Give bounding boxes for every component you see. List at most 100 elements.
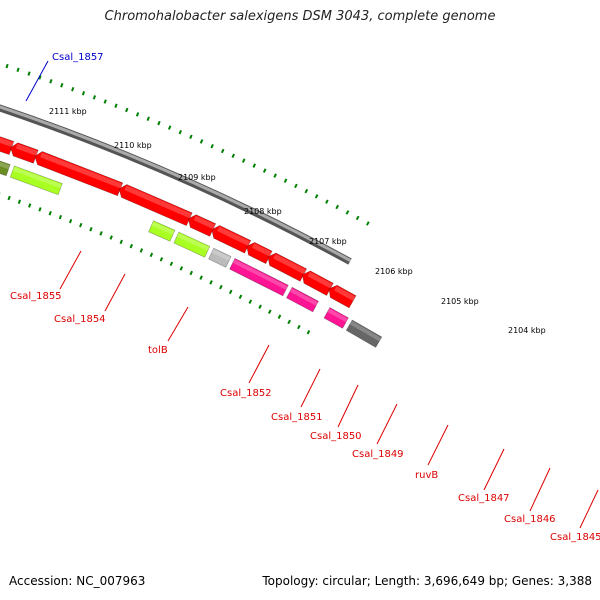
inner-tick-mark [268, 309, 272, 314]
outer-tick-mark [345, 210, 350, 215]
outer-tick-mark [38, 75, 42, 80]
gene-leader-line [59, 250, 82, 290]
feature-layer [0, 136, 383, 348]
gene-label: Csal_1846 [504, 514, 556, 525]
inner-tick-mark [277, 314, 282, 319]
outer-tick-mark [5, 63, 9, 69]
outer-tick-mark [231, 153, 236, 159]
inner-tick-mark [209, 280, 213, 285]
inner-tick-mark [287, 319, 291, 325]
outer-tick-mark [157, 120, 161, 126]
gene-feature-csal-1850 [173, 231, 211, 258]
outer-tick-mark [325, 199, 329, 204]
inner-tick-mark [48, 210, 52, 216]
gene-leader-line [376, 403, 398, 445]
gene-leader-line [104, 273, 126, 312]
outer-tick-mark [167, 125, 172, 130]
gene-feature-red [118, 184, 193, 226]
outer-tick-mark [60, 82, 64, 88]
tick-label: 2110 kbp [114, 141, 152, 150]
inner-tick-mark [79, 222, 83, 228]
inner-tick-mark [169, 261, 174, 267]
outer-tick-mark [81, 91, 86, 96]
gene-feature-tolb [9, 165, 63, 196]
gene-label: Csal_1845 [550, 532, 600, 543]
inner-tick-mark [228, 289, 233, 295]
inner-tick-mark [238, 294, 243, 300]
inner-tick-mark [109, 235, 113, 240]
tick-label: 2105 kbp [441, 297, 479, 306]
gene-label: Csal_1847 [458, 493, 510, 504]
outer-tick-mark [283, 178, 288, 183]
outer-tick-mark [125, 107, 129, 113]
backbone-layer [0, 104, 352, 265]
outer-tick-mark [241, 158, 246, 163]
gene-feature-ruvb [229, 257, 289, 297]
outer-tick-mark [27, 71, 31, 76]
outer-tick-mark [273, 173, 277, 178]
gene-leader-line [25, 60, 49, 102]
gene-label: Csal_1851 [271, 412, 323, 423]
inner-tick-mark [306, 330, 311, 335]
gene-leader-line [167, 306, 189, 342]
outer-tick-mark [16, 67, 20, 73]
leader-layer [25, 60, 599, 529]
gene-leader-line [427, 424, 449, 466]
gene-feature-red [211, 225, 252, 254]
gene-feature-csal-1845 [345, 319, 383, 348]
gene-leader-line [248, 344, 270, 384]
outer-tick-mark [114, 103, 118, 108]
inner-tick-mark [199, 275, 203, 280]
inner-tick-mark [99, 231, 103, 236]
outer-tick-mark [294, 183, 298, 189]
outer-tick-mark [92, 95, 97, 100]
outer-tick-mark [210, 143, 214, 149]
inner-tick-mark [179, 266, 184, 271]
gene-leader-line [529, 467, 551, 512]
inner-tick-mark [119, 239, 123, 245]
inner-tick-mark [258, 304, 262, 309]
tick-label: 2106 kbp [375, 267, 413, 276]
gene-leader-line [483, 448, 505, 491]
inner-tick-mark [248, 299, 253, 304]
inner-tick-mark [68, 218, 73, 224]
genome-title: Chromohalobacter salexigens DSM 3043, co… [104, 9, 496, 24]
outer-tick-mark [314, 194, 319, 199]
gene-label: tolB [148, 345, 168, 356]
outer-tick-mark [71, 86, 75, 92]
gene-label: Csal_1854 [54, 314, 106, 325]
outer-tick-mark [199, 139, 204, 144]
inner-tick-mark [58, 214, 63, 220]
gene-label: Csal_1857 [52, 52, 104, 63]
outer-tick-mark [178, 129, 183, 135]
outer-tick-mark [366, 221, 370, 226]
outer-tick-mark [146, 116, 150, 121]
inner-tick-mark [17, 199, 22, 204]
label-layer: 2111 kbp 2110 kbp 2109 kbp 2108 kbp 2107 kbp… [10, 52, 600, 543]
gene-feature-csal-1849 [208, 247, 232, 268]
outer-tick-mark [262, 168, 267, 173]
accession-label: Accession: NC_007963 [9, 574, 146, 588]
tick-label: 2108 kbp [244, 207, 282, 216]
outer-tick-mark [189, 134, 193, 140]
gene-feature-csal-1847 [286, 286, 319, 313]
inner-tick-mark [219, 284, 223, 290]
tick-label: 2111 kbp [49, 107, 87, 116]
outer-tick-mark [103, 99, 107, 104]
inner-tick-mark [129, 243, 134, 249]
tick-label: 2104 kbp [508, 326, 546, 335]
gene-feature-red [10, 142, 39, 164]
gene-feature-csal-1851 [148, 220, 176, 242]
backbone-circle [0, 105, 352, 263]
gene-leader-line [337, 384, 359, 428]
outer-tick-mark [49, 79, 53, 84]
gene-label: Csal_1855 [10, 291, 62, 302]
inner-tick-mark [89, 227, 93, 232]
gene-feature-red [187, 214, 217, 237]
outer-tick-mark [252, 163, 257, 168]
gene-label: ruvB [415, 470, 438, 481]
gene-feature-red [302, 270, 334, 296]
gene-label: Csal_1852 [220, 388, 272, 399]
outer-tick-mark [355, 215, 360, 221]
